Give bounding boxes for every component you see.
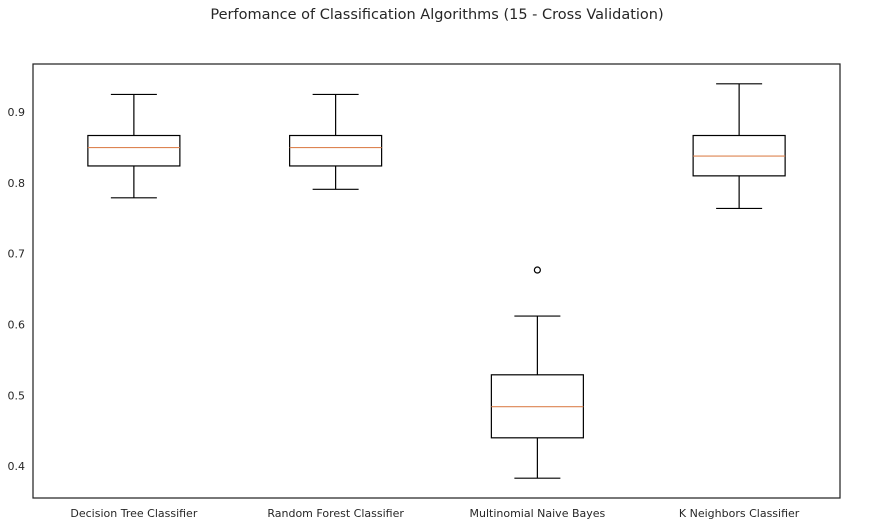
plot-area-frame [32, 63, 841, 499]
x-tick-label: Random Forest Classifier [267, 507, 404, 520]
iqr-box [289, 134, 383, 167]
outlier-point [533, 266, 541, 274]
y-tick-label: 0.5 [8, 389, 26, 402]
box-4 [692, 83, 786, 210]
x-tick-label: Multinomial Naive Bayes [470, 507, 606, 520]
chart-title: Perfomance of Classification Algorithms … [210, 7, 663, 23]
y-tick-label: 0.6 [8, 319, 26, 332]
x-axis: Decision Tree Classifier Random Forest Cl… [70, 507, 799, 520]
iqr-box [87, 134, 181, 167]
boxes-group [87, 83, 786, 479]
y-tick-label: 0.9 [8, 106, 26, 119]
box-3 [490, 266, 584, 479]
y-tick-label: 0.8 [8, 177, 26, 190]
y-tick-label: 0.7 [8, 248, 26, 261]
y-tick-label: 0.4 [8, 460, 26, 473]
x-tick-label: K Neighbors Classifier [679, 507, 800, 520]
box-1 [87, 93, 181, 199]
box-2 [289, 93, 383, 190]
x-tick-label: Decision Tree Classifier [70, 507, 197, 520]
y-axis: 0.4 0.5 0.6 0.7 0.8 0.9 [8, 106, 26, 473]
